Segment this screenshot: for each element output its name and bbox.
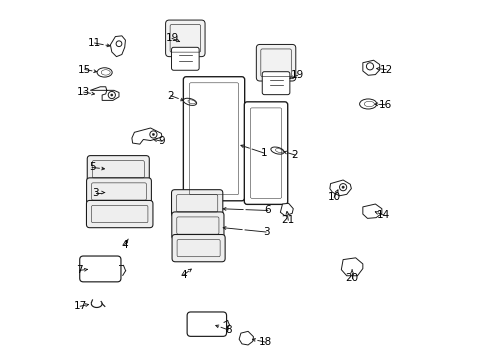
FancyBboxPatch shape: [165, 20, 204, 57]
FancyBboxPatch shape: [171, 190, 223, 217]
Polygon shape: [362, 204, 381, 219]
Circle shape: [149, 131, 157, 138]
Polygon shape: [280, 203, 293, 216]
Ellipse shape: [359, 99, 376, 109]
Text: 16: 16: [378, 100, 391, 110]
Circle shape: [110, 94, 113, 96]
Polygon shape: [362, 60, 379, 75]
Text: 21: 21: [281, 215, 294, 225]
FancyBboxPatch shape: [86, 178, 151, 205]
Circle shape: [108, 91, 115, 99]
Text: 17: 17: [74, 301, 87, 311]
Text: 12: 12: [379, 64, 392, 75]
Text: 8: 8: [224, 325, 231, 335]
Polygon shape: [329, 180, 351, 196]
Circle shape: [152, 134, 154, 135]
FancyBboxPatch shape: [171, 47, 199, 70]
FancyBboxPatch shape: [244, 102, 287, 204]
Polygon shape: [132, 128, 162, 144]
Ellipse shape: [183, 98, 196, 105]
FancyBboxPatch shape: [172, 234, 224, 262]
Polygon shape: [110, 36, 125, 57]
Text: 10: 10: [327, 192, 340, 202]
Text: 5: 5: [89, 162, 95, 172]
FancyBboxPatch shape: [256, 44, 295, 81]
Circle shape: [116, 41, 122, 46]
FancyBboxPatch shape: [183, 77, 244, 201]
Text: 6: 6: [264, 206, 270, 216]
Text: 19: 19: [165, 33, 178, 43]
FancyBboxPatch shape: [86, 201, 153, 228]
Text: 7: 7: [76, 265, 82, 275]
Text: 1: 1: [261, 148, 267, 158]
Circle shape: [339, 184, 346, 191]
FancyBboxPatch shape: [262, 72, 289, 95]
Text: 15: 15: [78, 64, 91, 75]
Polygon shape: [90, 87, 119, 100]
Text: 14: 14: [376, 210, 389, 220]
Text: 4: 4: [180, 270, 186, 280]
Text: 3: 3: [92, 188, 99, 198]
Polygon shape: [239, 331, 253, 345]
Circle shape: [366, 63, 373, 70]
Text: 13: 13: [77, 87, 90, 97]
Text: 9: 9: [159, 136, 165, 146]
FancyBboxPatch shape: [87, 156, 149, 183]
Ellipse shape: [270, 147, 284, 154]
Text: 11: 11: [88, 38, 101, 48]
Text: 18: 18: [258, 337, 271, 347]
Polygon shape: [341, 258, 362, 276]
Text: 4: 4: [121, 240, 127, 250]
Circle shape: [341, 186, 344, 188]
Text: 3: 3: [262, 227, 269, 237]
Text: 20: 20: [345, 273, 358, 283]
Text: 2: 2: [291, 150, 297, 160]
FancyBboxPatch shape: [171, 212, 224, 239]
Text: 2: 2: [167, 91, 174, 101]
Ellipse shape: [97, 68, 112, 77]
Text: 19: 19: [290, 70, 304, 80]
